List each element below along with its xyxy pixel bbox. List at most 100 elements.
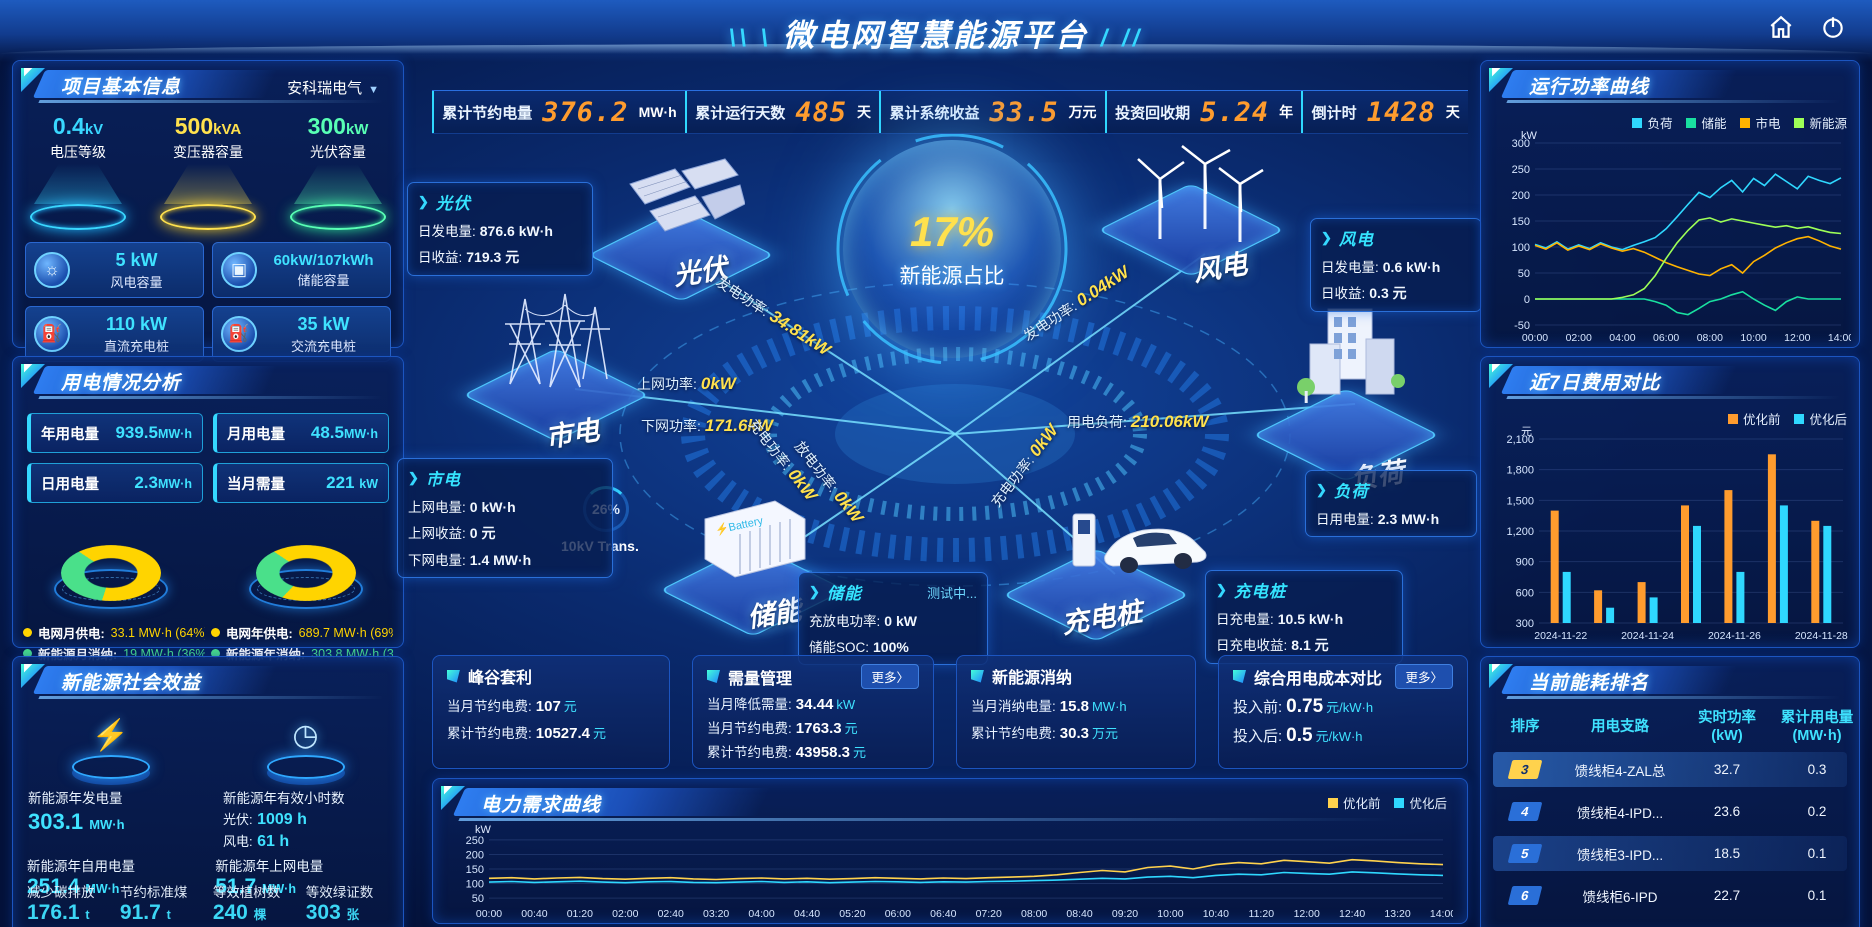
stat-system-income: 累计系统收益 33.5 万元 <box>879 91 1105 133</box>
svg-text:1,800: 1,800 <box>1506 465 1534 477</box>
svg-text:1,200: 1,200 <box>1506 526 1534 538</box>
panel-title: 近7日费用对比 <box>1529 373 1661 394</box>
ev-car-icon <box>1072 513 1207 573</box>
svg-text:08:00: 08:00 <box>1697 332 1723 343</box>
svg-text:09:20: 09:20 <box>1112 908 1138 919</box>
svg-text:200: 200 <box>1512 190 1530 202</box>
svg-text:04:40: 04:40 <box>794 908 820 919</box>
table-row[interactable]: 5 馈线柜3-IPD... 18.5 0.1 <box>1493 836 1847 872</box>
power-legend: 负荷 储能 市电 新能源 <box>1632 113 1847 132</box>
svg-text:300: 300 <box>1516 618 1534 630</box>
energy-icon: ⚡ <box>91 718 130 752</box>
title-decor-right: / // <box>1100 25 1144 52</box>
panel-title: 运行功率曲线 <box>1529 77 1650 98</box>
svg-text:10:00: 10:00 <box>1740 332 1766 343</box>
svg-text:150: 150 <box>1512 216 1530 228</box>
legend-grid-year: 电网年供电:689.7 MW·h (69%) <box>211 623 393 642</box>
power-line-chart: kW -50 0 50 100 150 200 250 300 00:00 02:00 04:00 06… <box>1512 130 1855 344</box>
panel-title: 用电情况分析 <box>61 373 182 394</box>
svg-text:06:00: 06:00 <box>885 908 911 919</box>
renewable-share-percent: 17% <box>909 208 995 255</box>
benefit-layer-b: 减少碳排放 176.1 t 节约标准煤 91.7 t 等效植树数 240 棵 等效绿证… <box>27 885 374 924</box>
capacity-card-ac-charger: ⛽ 35 kW 交流充电桩 <box>212 306 391 362</box>
arrow-icon: ❯ <box>1216 582 1227 597</box>
svg-text:-50: -50 <box>1514 320 1530 332</box>
arrow-icon: ❯ <box>418 194 429 209</box>
node-label-grid: 市电 <box>543 414 602 454</box>
wind-turbines-icon <box>1137 145 1264 242</box>
more-button[interactable]: 更多〉 <box>861 664 919 689</box>
panel-title: 电力需求曲线 <box>481 795 602 816</box>
demand-line-chart: kW 50 100 150 200 250 00:00 00:40 01:20 02:00 02:4… <box>466 824 1457 920</box>
svg-text:200: 200 <box>466 849 484 861</box>
svg-text:kW: kW <box>475 824 492 836</box>
svg-text:10:40: 10:40 <box>1203 908 1229 919</box>
pedestal-pv-capacity: 300kW 光伏容量 <box>280 113 396 230</box>
svg-text:250: 250 <box>466 835 484 847</box>
benefit-generation: ⚡ 新能源年发电量 303.1 MW·h <box>28 711 193 851</box>
stat-countdown: 倒计时 1428 天 <box>1301 91 1468 133</box>
chevron-down-icon: ▼ <box>368 84 379 96</box>
pv-info-card: ❯ 光伏 日发电量: 876.6 kW·h 日收益: 719.3 元 <box>407 182 593 276</box>
capacity-card-dc-charger: ⛽ 110 kW 直流充电桩 <box>25 306 204 362</box>
storage-test-badge: 测试中... <box>927 585 977 601</box>
svg-text:01:20: 01:20 <box>567 908 593 919</box>
svg-text:150: 150 <box>466 864 484 876</box>
arrow-icon: ❯ <box>1321 230 1332 245</box>
month-supply-donut <box>36 519 186 611</box>
svg-text:250: 250 <box>1512 164 1530 176</box>
card-icon <box>447 669 460 683</box>
svg-text:03:20: 03:20 <box>703 908 729 919</box>
svg-text:00:00: 00:00 <box>1522 332 1548 343</box>
svg-text:12:40: 12:40 <box>1339 908 1365 919</box>
col-energy: 累计用电量 (MW·h) <box>1780 710 1854 745</box>
card-icon <box>707 670 720 683</box>
power-icon[interactable] <box>1820 14 1846 40</box>
charger-icon: ⛽ <box>221 316 257 352</box>
arrow-icon: ❯ <box>408 470 419 485</box>
energy-rank-panel: 当前能耗排名 排序 用电支路 实时功率 (kW) 累计用电量 (MW·h) 3 … <box>1480 656 1860 927</box>
flow-feedin-power: 上网功率: 0kW <box>637 374 736 393</box>
stat-month-usage: 月用电量 48.5MW·h <box>213 413 389 453</box>
benefit-layer-a: 新能源年自用电量 251.4 MW·h 新能源年上网电量 51.7 MW·h <box>27 859 324 898</box>
col-branch: 用电支路 <box>1591 719 1649 736</box>
svg-text:06:00: 06:00 <box>1653 332 1679 343</box>
wind-icon: ☼ <box>34 252 70 288</box>
svg-text:元: 元 <box>1521 426 1532 438</box>
header-ridge <box>0 44 1872 54</box>
table-row[interactable]: 4 馈线柜4-IPD... 23.6 0.2 <box>1493 794 1847 829</box>
cost-comparison-card: 综合用电成本对比 更多〉 投入前: 0.75 元/kW·h 投入后: 0.5 元/kW·… <box>1218 655 1468 769</box>
year-supply-donut <box>231 519 381 611</box>
benefit-metrics-carousel: 新能源年自用电量 251.4 MW·h 新能源年上网电量 51.7 MW·h 减少碳… <box>27 855 389 927</box>
benefit-hours: ◷ 新能源年有效小时数 光伏: 1009 h 风电: 61 h <box>223 711 388 851</box>
arrow-icon: ❯ <box>809 584 820 599</box>
svg-text:2024-11-24: 2024-11-24 <box>1621 630 1674 642</box>
top-header: \\ \ 微电网智慧能源平台 / // <box>0 0 1872 62</box>
capacity-card-wind: ☼ 5 kW 风电容量 <box>25 242 204 298</box>
col-rank: 排序 <box>1510 719 1540 736</box>
home-icon[interactable] <box>1768 14 1794 40</box>
company-dropdown[interactable]: 安科瑞电气 ▼ <box>287 80 379 97</box>
more-button[interactable]: 更多〉 <box>1395 664 1453 689</box>
project-info-panel: 项目基本信息 安科瑞电气▼ 0.4kV 电压等级 500kVA 变压器容量 30… <box>12 60 404 362</box>
table-row[interactable]: 6 馈线柜6-IPD 22.7 0.1 <box>1493 878 1847 913</box>
svg-text:14:00: 14:00 <box>1430 908 1453 919</box>
svg-text:10:00: 10:00 <box>1157 908 1183 919</box>
svg-text:kW: kW <box>1521 130 1538 142</box>
load-info-card: ❯ 负荷 日用电量: 2.3 MW·h <box>1305 470 1477 537</box>
panel-title: 项目基本信息 <box>61 77 182 98</box>
svg-text:06:40: 06:40 <box>930 908 956 919</box>
charger-icon: ⛽ <box>34 316 70 352</box>
demand-management-card: 需量管理 更多〉 当月降低需量: 34.44 kW 当月节约电费: 1763.3 元 累… <box>692 655 934 769</box>
battery-container-icon: ⚡Battery <box>704 500 806 578</box>
svg-text:00:40: 00:40 <box>521 908 547 919</box>
building-icon <box>1297 308 1405 403</box>
flow-offtake-power: 下网功率: 171.6kW <box>641 416 773 435</box>
svg-text:100: 100 <box>466 879 484 891</box>
table-row[interactable]: 3 馈线柜4-ZAL总 32.7 0.3 <box>1493 752 1847 788</box>
svg-text:02:00: 02:00 <box>612 908 638 919</box>
wind-info-card: ❯ 风电 日发电量: 0.6 kW·h 日收益: 0.3 元 <box>1310 218 1482 312</box>
